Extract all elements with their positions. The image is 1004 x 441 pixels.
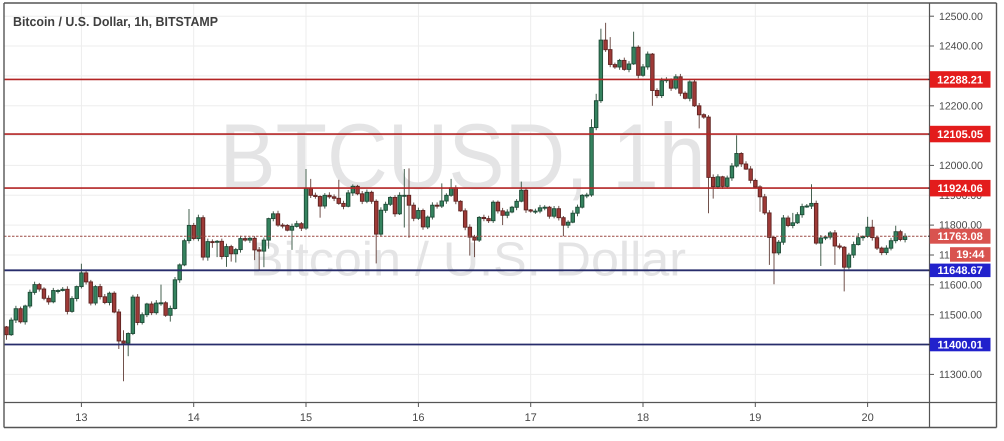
svg-text:20: 20 [861, 412, 873, 424]
svg-text:11648.67: 11648.67 [937, 265, 982, 277]
svg-text:19: 19 [749, 412, 761, 424]
svg-text:19:44: 19:44 [956, 249, 985, 261]
svg-text:12288.21: 12288.21 [937, 74, 983, 86]
svg-text:Bitcoin / U.S. Dollar: Bitcoin / U.S. Dollar [250, 234, 686, 287]
svg-text:12500.00: 12500.00 [939, 11, 983, 23]
svg-text:17: 17 [525, 412, 537, 424]
svg-text:12000.00: 12000.00 [939, 160, 983, 172]
svg-text:11400.01: 11400.01 [937, 339, 982, 351]
svg-text:15: 15 [300, 412, 312, 424]
svg-text:11300.00: 11300.00 [939, 369, 982, 381]
svg-text:13: 13 [75, 412, 87, 424]
svg-text:12200.00: 12200.00 [939, 100, 983, 112]
svg-text:BTCUSD, 1h: BTCUSD, 1h [220, 105, 706, 209]
svg-text:11763.08: 11763.08 [937, 231, 982, 243]
svg-text:14: 14 [188, 412, 200, 424]
svg-text:12400.00: 12400.00 [939, 41, 983, 53]
svg-text:12105.05: 12105.05 [937, 129, 983, 141]
svg-text:18: 18 [637, 412, 649, 424]
svg-text:11600.00: 11600.00 [939, 279, 982, 291]
svg-text:16: 16 [412, 412, 424, 424]
svg-text:11500.00: 11500.00 [939, 309, 982, 321]
svg-text:11924.06: 11924.06 [937, 183, 982, 195]
svg-text:Bitcoin / U.S. Dollar, 1h, BIT: Bitcoin / U.S. Dollar, 1h, BITSTAMP [13, 14, 218, 29]
